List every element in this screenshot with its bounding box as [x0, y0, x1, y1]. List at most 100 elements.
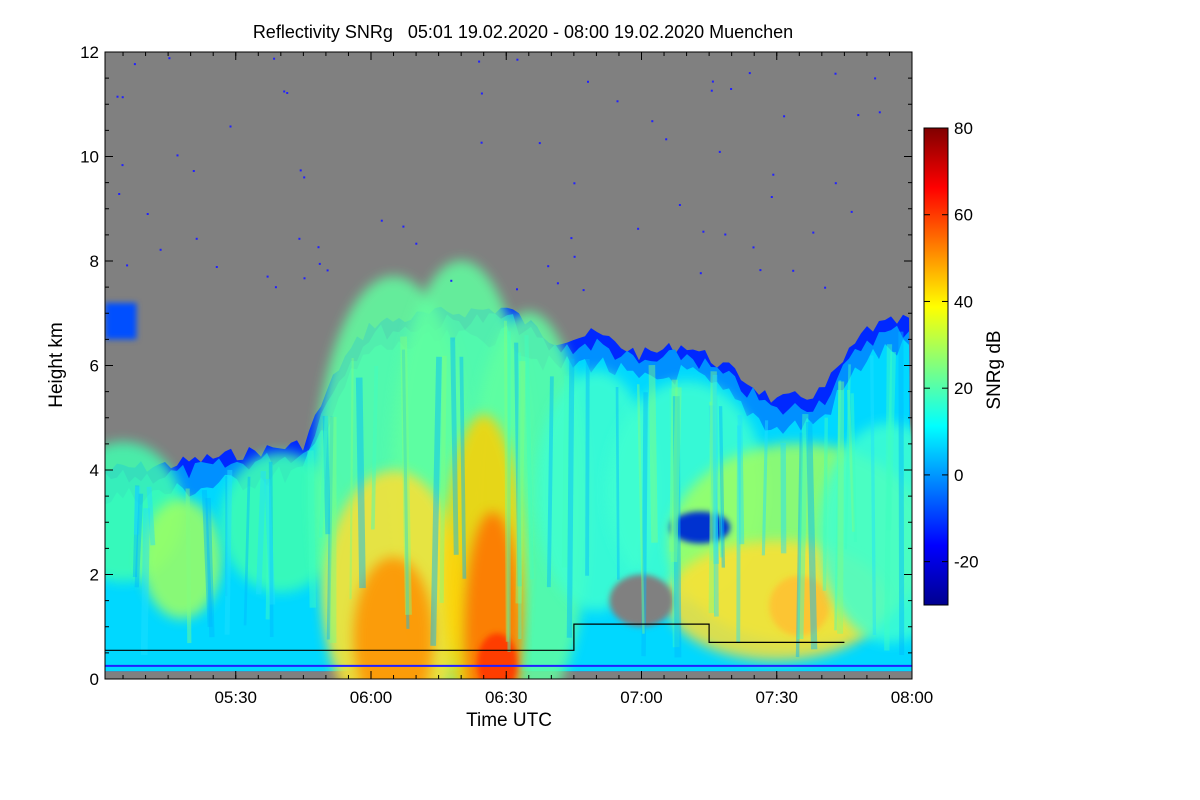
- upper-cloud-layer: [105, 302, 137, 340]
- noise-speckle: [192, 170, 195, 172]
- noise-speckle: [480, 92, 483, 95]
- fall-streak: [870, 355, 877, 636]
- noise-speckle: [118, 193, 121, 195]
- fall-streak: [636, 384, 645, 634]
- colorbar-tick-label: 80: [954, 119, 973, 138]
- fall-streak: [669, 388, 680, 648]
- fall-streak: [761, 420, 769, 556]
- x-axis: 05:30 06:00 06:30 07:00 07:30 08:00: [122, 52, 933, 707]
- noise-speckle: [678, 204, 681, 206]
- noise-speckle: [317, 246, 320, 249]
- noise-speckle: [616, 100, 619, 103]
- noise-speckle: [718, 150, 721, 153]
- noise-speckle: [116, 95, 119, 98]
- noise-speckle: [770, 196, 773, 198]
- noise-speckle: [748, 72, 751, 75]
- y-tick-label: 10: [80, 148, 99, 167]
- fall-streak: [514, 342, 522, 587]
- noise-speckle: [274, 286, 277, 289]
- fall-streak: [708, 371, 717, 614]
- fall-streak: [255, 470, 267, 595]
- echo-intensity-blob: [353, 557, 434, 679]
- colorbar-tick-label: -20: [954, 553, 979, 572]
- noise-speckle: [556, 282, 559, 285]
- fall-streak: [718, 406, 726, 568]
- fall-streak: [401, 349, 410, 629]
- echo-intensity-blob: [769, 575, 830, 636]
- fall-streak: [834, 380, 842, 631]
- noise-speckle: [176, 154, 179, 157]
- fall-streak: [355, 377, 366, 589]
- fall-streak: [709, 401, 713, 561]
- fall-streak: [898, 331, 905, 656]
- colorbar-gradient: [923, 127, 949, 606]
- fall-streak: [670, 387, 682, 562]
- noise-speckle: [711, 80, 714, 83]
- noise-speckle: [759, 269, 762, 272]
- noise-speckle: [303, 277, 306, 280]
- noise-speckle: [665, 138, 668, 141]
- fall-streak: [648, 364, 658, 543]
- colorbar: -20 0 20 40 60 80 SNRg dB: [923, 119, 1005, 606]
- noise-speckle: [126, 264, 129, 267]
- noise-speckle: [570, 237, 573, 240]
- echo-intensity-blob: [220, 452, 341, 593]
- noise-speckle: [516, 58, 519, 61]
- fall-streak: [318, 416, 329, 538]
- fall-streak: [672, 396, 682, 658]
- y-tick-label: 12: [80, 43, 99, 62]
- noise-speckle: [651, 120, 654, 123]
- noise-speckle: [380, 219, 383, 222]
- noise-speckle: [792, 269, 795, 272]
- x-axis-label: Time UTC: [466, 710, 552, 731]
- fall-streak: [205, 497, 215, 638]
- noise-speckle: [699, 272, 702, 275]
- y-axis-label: Height km: [46, 322, 67, 408]
- noise-speckle: [752, 246, 755, 249]
- noise-speckle: [480, 141, 483, 144]
- fall-streak: [850, 393, 858, 543]
- noise-speckle: [702, 230, 705, 233]
- y-tick-label: 4: [90, 461, 99, 480]
- fall-streak: [264, 478, 276, 605]
- noise-speckle: [710, 89, 713, 92]
- speckle-layer: [116, 57, 881, 292]
- fall-streak: [140, 508, 151, 655]
- noise-speckle: [857, 114, 860, 117]
- y-tick-label: 0: [90, 670, 99, 689]
- noise-speckle: [850, 210, 853, 213]
- fall-streak: [450, 337, 459, 555]
- fall-streak: [224, 469, 233, 635]
- noise-speckle: [730, 88, 733, 90]
- y-tick-label: 6: [90, 357, 99, 376]
- echo-intensity-blob: [477, 633, 518, 679]
- x-tick-label: 07:00: [620, 688, 663, 707]
- fall-streak: [515, 361, 526, 604]
- y-axis: 0 2 4 6 8 10 12: [80, 43, 912, 689]
- noise-speckle: [318, 262, 321, 265]
- fall-streak: [736, 425, 741, 644]
- colorbar-tick-label: 40: [954, 292, 973, 311]
- noise-speckle: [266, 275, 269, 278]
- fall-streak: [201, 489, 213, 628]
- noise-speckle: [878, 111, 881, 114]
- noise-speckle: [450, 279, 453, 282]
- noise-speckle: [121, 96, 124, 99]
- noise-speckle: [146, 213, 149, 215]
- fall-streak: [566, 358, 575, 638]
- plot-area: 05:30 06:00 06:30 07:00 07:30 08:00 0 2 4 6 8 10 12: [80, 43, 933, 707]
- noise-speckle: [121, 164, 124, 167]
- fall-streak: [885, 351, 896, 531]
- fall-streak: [822, 417, 828, 591]
- noise-speckle: [834, 182, 837, 185]
- noise-speckle: [516, 288, 518, 291]
- fall-streak: [524, 335, 534, 580]
- noise-speckle: [724, 233, 727, 236]
- noise-speckle: [812, 231, 815, 234]
- noise-speckle: [478, 60, 481, 63]
- noise-speckle: [273, 57, 276, 60]
- fall-streak: [430, 356, 442, 646]
- noise-speckle: [824, 286, 827, 289]
- fall-streak: [265, 486, 272, 620]
- noise-speckle: [538, 142, 541, 145]
